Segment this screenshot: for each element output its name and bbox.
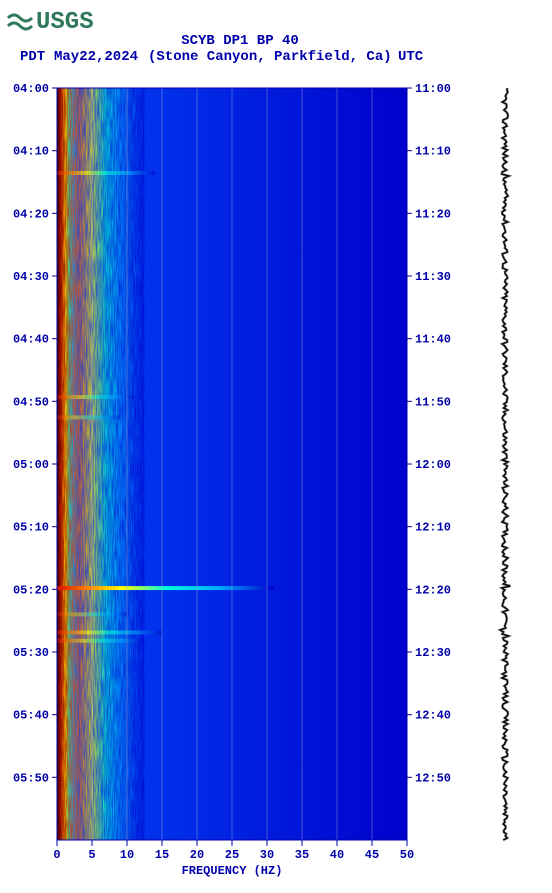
- x-tick-label: 40: [330, 848, 344, 862]
- usgs-logo-text: USGS: [36, 9, 94, 36]
- spectrogram-plot: 0 5 10 15 20 25 30 35 40 45 50 FREQUENCY (HZ) 04:00 1…: [13, 82, 451, 878]
- x-tick-label: 35: [295, 848, 309, 862]
- x-tick-label: 30: [260, 848, 274, 862]
- y-right-tick: 11:10: [415, 145, 451, 159]
- y-right-tick: 12:00: [415, 458, 451, 472]
- tz-left: PDT: [20, 49, 45, 65]
- y-left-tick: 05:20: [13, 583, 49, 597]
- spectrogram-event: [57, 639, 145, 643]
- x-tick-label: 10: [120, 848, 134, 862]
- x-tick-label: 20: [190, 848, 204, 862]
- y-right-tick: 12:20: [415, 583, 451, 597]
- x-tick-label: 50: [400, 848, 414, 862]
- spectrogram-event: [57, 395, 134, 399]
- y-left-tick: 04:50: [13, 395, 49, 409]
- y-right-tick: 11:30: [415, 270, 451, 284]
- x-tick-label: 0: [53, 848, 60, 862]
- y-right-tick: 12:30: [415, 646, 451, 660]
- y-left-tick: 04:20: [13, 207, 49, 221]
- usgs-logo: USGS: [8, 9, 94, 36]
- y-left-tick: 05:40: [13, 709, 49, 723]
- x-tick-label: 45: [365, 848, 379, 862]
- station-code: SCYB DP1 BP 40: [181, 33, 299, 49]
- y-right-tick: 11:50: [415, 395, 451, 409]
- y-right-tick: 11:20: [415, 207, 451, 221]
- y-left-tick: 05:30: [13, 646, 49, 660]
- x-tick-label: 25: [225, 848, 239, 862]
- seismogram-trace: [500, 88, 510, 840]
- spectrogram-event: [57, 630, 162, 634]
- x-tick-label: 15: [155, 848, 169, 862]
- y-left-tick: 05:50: [13, 771, 49, 785]
- y-right-tick: 12:40: [415, 709, 451, 723]
- spectrogram-event: [57, 586, 274, 590]
- spectrogram-event: [57, 415, 120, 419]
- y-right-tick: 11:40: [415, 333, 451, 347]
- y-left-tick: 04:30: [13, 270, 49, 284]
- y-left-tick: 04:00: [13, 82, 49, 96]
- date-label: May22,2024: [54, 49, 138, 65]
- x-axis-label: FREQUENCY (HZ): [182, 864, 283, 878]
- tz-right: UTC: [398, 49, 424, 65]
- spectrogram-figure: USGS SCYB DP1 BP 40 PDT May22,2024 (Stone Ca…: [0, 0, 552, 893]
- y-left-tick: 05:00: [13, 458, 49, 472]
- y-right-tick: 11:00: [415, 82, 451, 96]
- y-left-tick: 04:10: [13, 145, 49, 159]
- y-left-tick: 05:10: [13, 521, 49, 535]
- x-tick-label: 5: [88, 848, 95, 862]
- spectrogram-event: [57, 171, 155, 175]
- station-name: (Stone Canyon, Parkfield, Ca): [148, 49, 392, 65]
- y-left-tick: 04:40: [13, 333, 49, 347]
- y-right-tick: 12:10: [415, 521, 451, 535]
- y-right-tick: 12:50: [415, 771, 451, 785]
